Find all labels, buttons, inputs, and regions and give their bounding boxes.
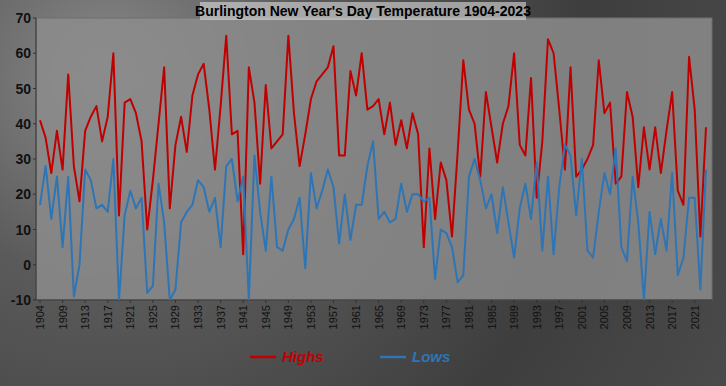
x-tick-label: 1973 [418, 305, 430, 329]
x-tick-label: 1953 [305, 305, 317, 329]
x-tick-label: 1945 [260, 305, 272, 329]
y-tick-label: 20 [15, 186, 31, 202]
x-tick [581, 300, 582, 303]
x-tick-label: 1993 [531, 305, 543, 329]
x-tick-label: 1977 [440, 305, 452, 329]
x-tick [559, 300, 560, 303]
x-tick-label: 1965 [373, 305, 385, 329]
x-tick [175, 300, 176, 303]
y-tick-label: 50 [15, 81, 31, 97]
x-tick-label: 1989 [508, 305, 520, 329]
x-tick-label: 1949 [282, 305, 294, 329]
x-tick [62, 300, 63, 303]
x-tick-label: 1981 [463, 305, 475, 329]
x-tick [288, 300, 289, 303]
x-tick [356, 300, 357, 303]
x-tick [491, 300, 492, 303]
x-tick [333, 300, 334, 303]
x-tick [243, 300, 244, 303]
x-tick-label: 1904 [34, 305, 46, 329]
chart: Burlington New Year's Day Temperature 19… [0, 0, 726, 386]
x-tick-label: 1969 [395, 305, 407, 329]
x-tick-label: 2021 [689, 305, 701, 329]
x-tick [265, 300, 266, 303]
plot-area [36, 18, 712, 300]
series-line [40, 141, 706, 300]
x-tick [310, 300, 311, 303]
legend-swatch [380, 356, 406, 359]
x-tick [152, 300, 153, 303]
x-tick-label: 2009 [621, 305, 633, 329]
title: Burlington New Year's Day Temperature 19… [195, 3, 531, 19]
x-tick [672, 300, 673, 303]
x-tick-label: 1933 [192, 305, 204, 329]
x-tick [468, 300, 469, 303]
x-tick-label: 2013 [644, 305, 656, 329]
y-tick-label: 10 [15, 222, 31, 238]
x-tick [401, 300, 402, 303]
x-tick [198, 300, 199, 303]
x-tick-label: 1985 [486, 305, 498, 329]
legend-label: Highs [282, 348, 324, 365]
x-tick [649, 300, 650, 303]
legend-swatch [250, 356, 276, 359]
x-tick-label: 2017 [666, 305, 678, 329]
y-axis [36, 18, 37, 300]
x-tick-label: 1925 [147, 305, 159, 329]
x-tick [423, 300, 424, 303]
x-tick [220, 300, 221, 303]
x-tick [626, 300, 627, 303]
x-tick-label: 1957 [327, 305, 339, 329]
y-tick-label: 60 [15, 45, 31, 61]
x-tick-label: 1929 [169, 305, 181, 329]
y-tick-label: 40 [15, 116, 31, 132]
x-tick-label: 1913 [79, 305, 91, 329]
x-tick [85, 300, 86, 303]
x-tick-label: 2005 [598, 305, 610, 329]
x-tick [604, 300, 605, 303]
x-axis [36, 300, 712, 301]
y-tick-label: 30 [15, 151, 31, 167]
x-tick-label: 1997 [553, 305, 565, 329]
y-tick-label: -10 [11, 292, 31, 308]
x-tick [40, 300, 41, 303]
y-tick-label: 70 [15, 10, 31, 26]
x-tick [694, 300, 695, 303]
series-group [40, 36, 706, 300]
y-tick-label: 0 [23, 257, 31, 273]
x-tick [107, 300, 108, 303]
x-tick [536, 300, 537, 303]
x-tick-label: 1909 [57, 305, 69, 329]
legend-label: Lows [412, 348, 450, 365]
x-tick [130, 300, 131, 303]
x-tick [378, 300, 379, 303]
x-tick-label: 1937 [215, 305, 227, 329]
x-tick-label: 1961 [350, 305, 362, 329]
x-tick-label: 1921 [124, 305, 136, 329]
x-tick [446, 300, 447, 303]
x-tick-label: 1917 [102, 305, 114, 329]
x-tick [514, 300, 515, 303]
x-tick-label: 1941 [237, 305, 249, 329]
x-tick-label: 2001 [576, 305, 588, 329]
